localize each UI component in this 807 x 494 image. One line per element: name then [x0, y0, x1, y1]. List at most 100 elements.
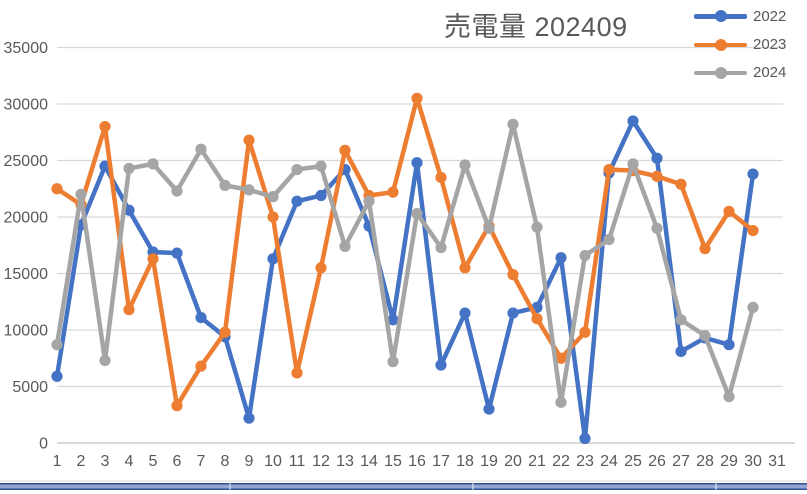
- data-point-2022-day23[interactable]: [579, 432, 591, 445]
- data-point-2024-day6[interactable]: [171, 185, 183, 197]
- data-point-2022-day25[interactable]: [627, 115, 639, 127]
- data-point-2022-day1[interactable]: [51, 370, 63, 382]
- x-axis-tick-label: 23: [576, 453, 594, 470]
- data-point-2023-day27[interactable]: [675, 178, 687, 190]
- data-point-2024-day21[interactable]: [531, 221, 543, 233]
- x-axis-tick-label: 27: [672, 453, 690, 470]
- data-point-2022-day17[interactable]: [435, 359, 447, 371]
- data-point-2022-day30[interactable]: [747, 168, 759, 180]
- legend-item-2023[interactable]: 2023: [694, 30, 786, 58]
- data-point-2022-day20[interactable]: [507, 307, 519, 319]
- data-point-2023-day5[interactable]: [147, 253, 159, 265]
- legend-marker-dot: [715, 66, 727, 79]
- data-point-2024-day9[interactable]: [243, 184, 255, 196]
- data-point-2024-day11[interactable]: [291, 163, 303, 176]
- data-point-2023-day6[interactable]: [171, 400, 183, 412]
- data-point-2024-day18[interactable]: [459, 159, 471, 171]
- data-point-2022-day19[interactable]: [483, 403, 495, 415]
- x-axis-tick-label: 10: [264, 453, 282, 470]
- data-point-2023-day17[interactable]: [435, 171, 447, 184]
- data-point-2023-day24[interactable]: [603, 163, 615, 176]
- data-point-2024-day19[interactable]: [483, 222, 495, 234]
- legend-label: 2023: [753, 36, 787, 54]
- legend: 2022 2023 2024: [694, 2, 786, 87]
- legend-marker-2023: [694, 38, 747, 51]
- x-axis-tick-label: 8: [221, 453, 230, 470]
- x-axis-tick-label: 5: [149, 453, 158, 470]
- data-point-2022-day12[interactable]: [315, 189, 327, 202]
- data-point-2022-day18[interactable]: [459, 307, 471, 319]
- data-point-2023-day12[interactable]: [315, 262, 327, 274]
- data-point-2023-day9[interactable]: [243, 134, 255, 146]
- data-point-2024-day5[interactable]: [147, 158, 159, 170]
- x-axis-tick-label: 16: [408, 453, 426, 470]
- data-point-2024-day1[interactable]: [51, 339, 63, 351]
- x-axis-tick-label: 18: [456, 453, 474, 470]
- data-point-2024-day30[interactable]: [747, 301, 759, 313]
- data-point-2022-day7[interactable]: [195, 311, 207, 324]
- legend-item-2022[interactable]: 2022: [694, 2, 786, 30]
- data-point-2023-day20[interactable]: [507, 269, 519, 281]
- data-point-2023-day29[interactable]: [723, 205, 735, 217]
- data-point-2023-day1[interactable]: [51, 183, 63, 195]
- data-point-2023-day16[interactable]: [411, 92, 423, 104]
- y-axis-tick-label: 10000: [4, 323, 49, 340]
- data-point-2024-day8[interactable]: [219, 179, 231, 191]
- data-point-2024-day24[interactable]: [603, 234, 615, 246]
- data-point-2024-day26[interactable]: [651, 222, 663, 234]
- data-point-2024-day29[interactable]: [723, 391, 735, 403]
- data-point-2023-day23[interactable]: [579, 326, 591, 338]
- data-point-2023-day7[interactable]: [195, 360, 207, 372]
- data-point-2024-day23[interactable]: [579, 249, 591, 262]
- data-point-2022-day11[interactable]: [291, 195, 303, 207]
- legend-marker-dot: [715, 38, 727, 51]
- x-axis-tick-label: 17: [432, 453, 450, 470]
- data-point-2023-day10[interactable]: [267, 211, 279, 223]
- data-point-2023-day18[interactable]: [459, 262, 471, 274]
- data-point-2022-day10[interactable]: [267, 253, 279, 265]
- chart-title: 売電量 202409: [444, 12, 628, 42]
- data-point-2024-day15[interactable]: [387, 356, 399, 368]
- data-point-2022-day26[interactable]: [651, 152, 663, 164]
- data-point-2024-day25[interactable]: [627, 158, 639, 170]
- data-point-2022-day16[interactable]: [411, 157, 423, 169]
- x-axis-tick-label: 24: [600, 453, 618, 470]
- data-point-2022-day9[interactable]: [243, 412, 255, 424]
- data-point-2024-day14[interactable]: [363, 195, 375, 207]
- data-point-2024-day4[interactable]: [123, 162, 135, 175]
- data-point-2023-day26[interactable]: [651, 170, 663, 182]
- data-point-2024-day3[interactable]: [99, 354, 111, 367]
- x-axis-tick-label: 9: [245, 453, 254, 470]
- data-point-2024-day10[interactable]: [267, 191, 279, 203]
- data-point-2022-day22[interactable]: [555, 252, 567, 264]
- data-point-2024-day28[interactable]: [699, 330, 711, 342]
- data-point-2022-day15[interactable]: [387, 314, 399, 326]
- data-point-2023-day21[interactable]: [531, 313, 543, 325]
- data-point-2023-day8[interactable]: [219, 326, 231, 338]
- data-point-2023-day28[interactable]: [699, 243, 711, 255]
- legend-item-2024[interactable]: 2024: [694, 59, 786, 87]
- x-axis-tick-label: 13: [336, 453, 354, 470]
- data-point-2024-day7[interactable]: [195, 143, 207, 155]
- data-point-2023-day4[interactable]: [123, 304, 135, 316]
- data-point-2024-day27[interactable]: [675, 314, 687, 326]
- series-2024[interactable]: [51, 118, 759, 408]
- data-point-2023-day22[interactable]: [555, 352, 567, 364]
- data-point-2024-day2[interactable]: [75, 188, 87, 200]
- data-point-2024-day22[interactable]: [555, 396, 567, 408]
- data-point-2024-day16[interactable]: [411, 208, 423, 220]
- data-point-2024-day13[interactable]: [339, 240, 351, 252]
- data-point-2022-day6[interactable]: [171, 247, 183, 259]
- data-point-2024-day17[interactable]: [435, 241, 447, 254]
- data-point-2023-day15[interactable]: [387, 186, 399, 198]
- data-point-2023-day30[interactable]: [747, 224, 759, 237]
- data-point-2022-day29[interactable]: [723, 339, 735, 351]
- data-point-2022-day27[interactable]: [675, 345, 687, 358]
- series-line-2024[interactable]: [54, 122, 756, 405]
- data-point-2023-day3[interactable]: [99, 121, 111, 133]
- data-point-2024-day20[interactable]: [507, 118, 519, 130]
- data-point-2023-day11[interactable]: [291, 367, 303, 379]
- data-point-2023-day13[interactable]: [339, 144, 351, 156]
- data-point-2024-day12[interactable]: [315, 160, 327, 172]
